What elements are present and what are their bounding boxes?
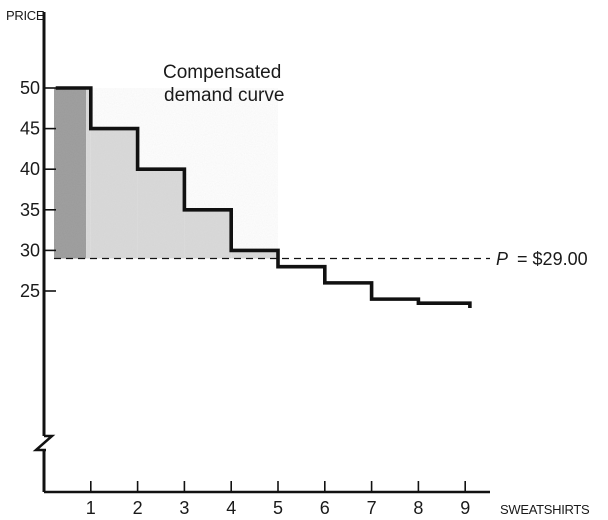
price-line-value: = $29.00 [517, 249, 588, 269]
x-tick-label: 5 [273, 498, 283, 518]
x-tick-label: 6 [320, 498, 330, 518]
surplus-texture [54, 88, 278, 259]
y-tick-label: 40 [20, 159, 40, 179]
y-axis-break [32, 434, 56, 452]
price-line-symbol: P [496, 249, 508, 269]
x-axis-title: SWEATSHIRTS [500, 502, 590, 517]
axes [32, 12, 490, 494]
curve-label-line-2: demand curve [164, 85, 284, 106]
x-tick-label: 3 [179, 498, 189, 518]
y-tick-label: 25 [20, 281, 40, 301]
y-tick-label: 45 [20, 119, 40, 139]
x-tick-label: 9 [460, 498, 470, 518]
y-tick-label: 35 [20, 200, 40, 220]
demand-curve-step-line [55, 86, 472, 309]
x-ticks: 1 2 3 4 5 6 7 8 9 [86, 481, 470, 518]
x-tick-label: 2 [133, 498, 143, 518]
consumer-surplus-area [54, 88, 278, 259]
x-tick-label: 1 [86, 498, 96, 518]
y-tick-label: 30 [20, 240, 40, 260]
x-tick-label: 8 [413, 498, 423, 518]
x-tick-label: 4 [226, 498, 236, 518]
x-tick-label: 7 [367, 498, 377, 518]
y-tick-label: 50 [20, 78, 40, 98]
price-line-label: P = $29.00 [496, 249, 588, 269]
curve-label: Compensated demand curve [163, 62, 287, 106]
curve-label-line-1: Compensated [163, 62, 281, 83]
y-ticks: 25 30 35 40 45 50 [20, 78, 56, 301]
y-axis-title: PRICE [6, 8, 45, 23]
